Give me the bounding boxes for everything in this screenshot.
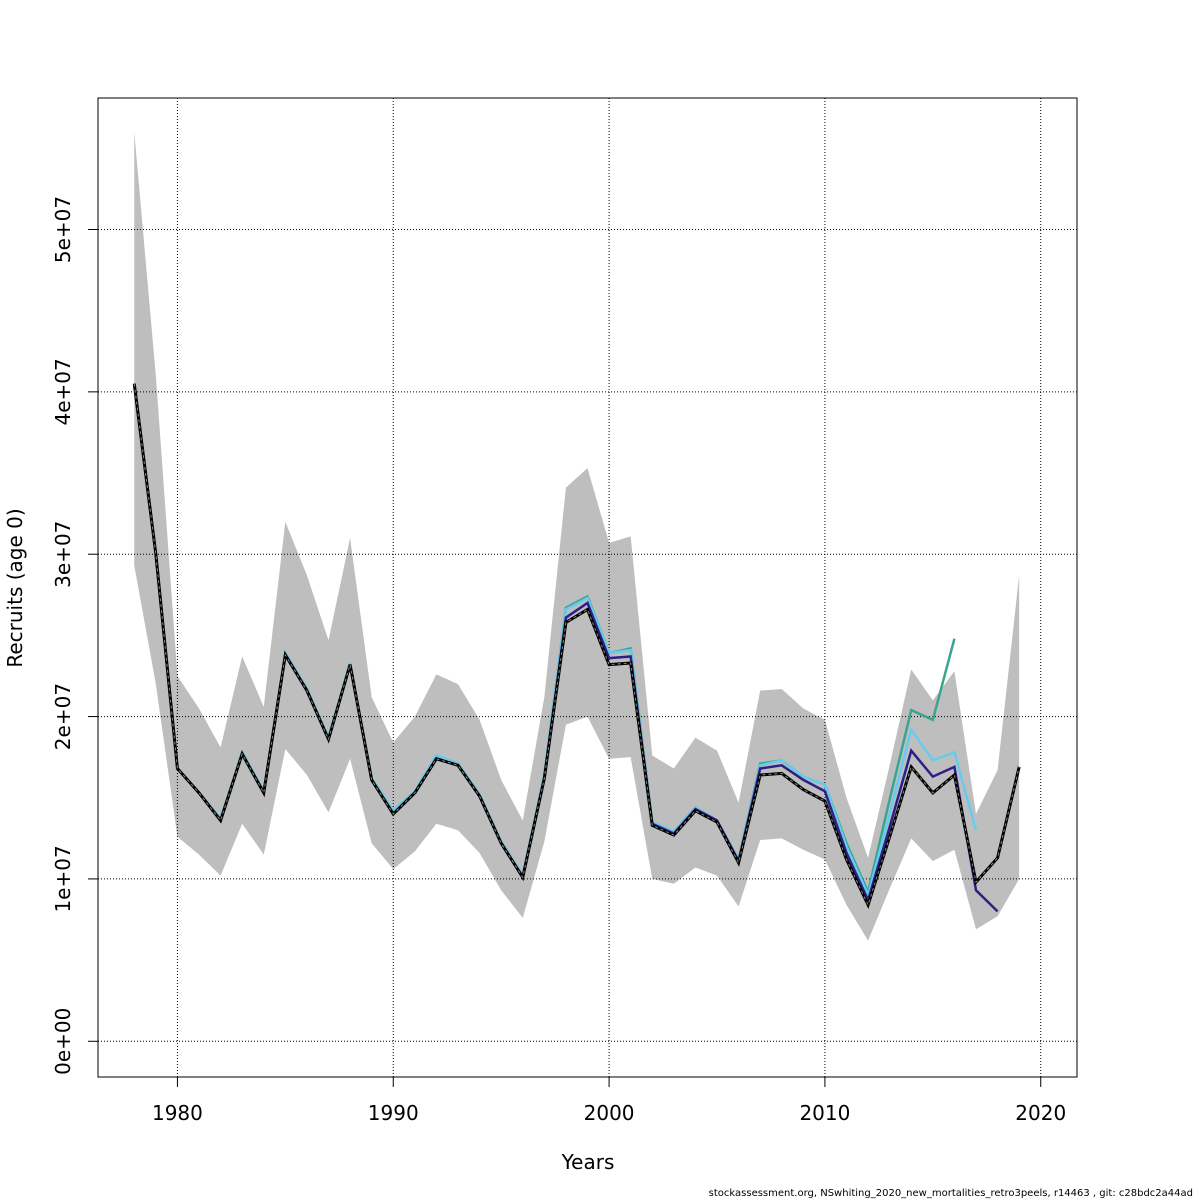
x-tick-label: 1990	[368, 1101, 419, 1125]
y-tick-label: 1e+07	[51, 845, 75, 912]
series-line-dash	[133, 383, 1020, 907]
x-tick-label: 1980	[152, 1101, 203, 1125]
x-tick-label: 2020	[1015, 1101, 1066, 1125]
y-tick-label: 0e+00	[51, 1008, 75, 1075]
y-axis-label: Recruits (age 0)	[3, 508, 27, 667]
x-tick-label: 2010	[799, 1101, 850, 1125]
x-tick-label: 2000	[584, 1101, 635, 1125]
y-tick-label: 2e+07	[51, 683, 75, 750]
confidence-band	[134, 132, 1020, 941]
footer: stockassessment.org, NSwhiting_2020_new_…	[709, 1188, 1193, 1199]
y-tick-label: 3e+07	[51, 521, 75, 588]
x-axis-label: Years	[561, 1150, 615, 1174]
plot-frame	[97, 97, 1078, 1078]
y-tick-label: 5e+07	[51, 196, 75, 263]
y-tick-label: 4e+07	[51, 358, 75, 425]
